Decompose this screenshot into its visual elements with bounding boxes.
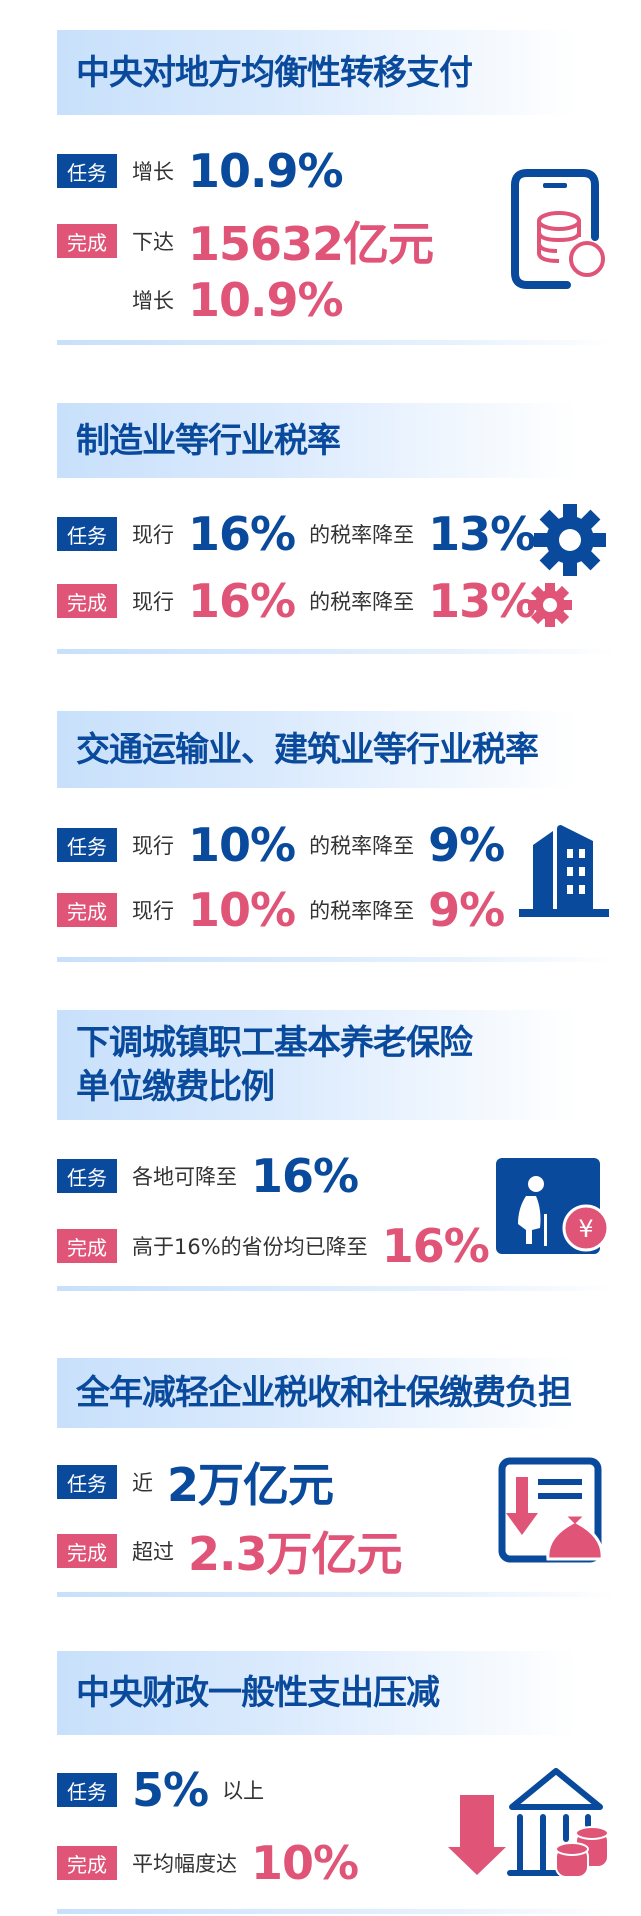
done-badge: 完成 <box>57 1229 117 1263</box>
task-value-2: 13% <box>428 507 536 561</box>
svg-text:¥: ¥ <box>578 1215 593 1243</box>
task-value-2: 9% <box>428 818 505 872</box>
done-value: 10% <box>251 1836 359 1890</box>
section-divider <box>57 649 617 654</box>
section-title: 下调城镇职工基本养老保险 <box>76 1023 473 1063</box>
task-label: 现行 <box>132 834 174 858</box>
task-value: 10.9% <box>188 144 344 198</box>
done-mid: 的税率降至 <box>309 590 415 614</box>
section-title-band: 交通运输业、建筑业等行业税率 <box>57 711 577 788</box>
done-value: 15632亿元 <box>188 217 434 271</box>
document-moneybag-icon <box>498 1457 604 1563</box>
done-label: 现行 <box>132 590 174 614</box>
section-divider <box>57 1909 617 1914</box>
done-mid: 的税率降至 <box>309 899 415 923</box>
done-label-2: 增长 <box>132 289 174 313</box>
task-row: 任务 5% 以上 <box>57 1763 278 1817</box>
task-after: 以上 <box>222 1779 265 1803</box>
done-value-2: 13% <box>428 574 536 628</box>
task-value: 5% <box>132 1763 209 1817</box>
done-row: 完成 下达 15632亿元 <box>57 216 447 271</box>
elderly-yuan-icon: ¥ <box>496 1158 610 1254</box>
task-mid: 的税率降至 <box>309 834 415 858</box>
done-value: 16% <box>381 1219 490 1273</box>
section-title-band: 中央财政一般性支出压减 <box>57 1651 577 1735</box>
task-badge: 任务 <box>57 154 117 188</box>
gears-icon <box>528 504 606 627</box>
section-title-band: 中央对地方均衡性转移支付 <box>57 30 577 115</box>
task-row: 任务 各地可降至 16% <box>57 1149 372 1203</box>
done-row-2: 增长 10.9% <box>57 273 357 327</box>
section-title: 全年减轻企业税收和社保缴费负担 <box>76 1373 572 1413</box>
section-title-band: 下调城镇职工基本养老保险 单位缴费比例 <box>57 1010 577 1120</box>
done-badge: 完成 <box>57 1846 117 1880</box>
done-label: 现行 <box>132 899 174 923</box>
task-row: 任务 近 2万亿元 <box>57 1457 347 1512</box>
task-value: 16% <box>188 507 296 561</box>
section-divider <box>57 957 617 962</box>
task-badge: 任务 <box>57 1465 117 1499</box>
done-badge: 完成 <box>57 893 117 927</box>
task-badge: 任务 <box>57 1159 117 1193</box>
done-label: 超过 <box>132 1540 174 1564</box>
done-row: 完成 超过 2.3万亿元 <box>57 1526 416 1581</box>
task-label: 各地可降至 <box>132 1165 237 1189</box>
task-row: 任务 现行 10% 的税率降至 9% <box>57 818 518 872</box>
section-title: 中央财政一般性支出压减 <box>76 1673 440 1713</box>
done-badge: 完成 <box>57 224 117 258</box>
done-row: 完成 高于16%的省份均已降至 16% <box>57 1219 503 1273</box>
done-label: 下达 <box>132 230 174 254</box>
done-row: 完成 现行 16% 的税率降至 13% <box>57 574 549 628</box>
section-title-band: 制造业等行业税率 <box>57 403 577 478</box>
task-value: 10% <box>188 818 296 872</box>
done-label: 平均幅度达 <box>132 1852 237 1876</box>
done-value: 2.3万亿元 <box>188 1527 402 1581</box>
section-divider <box>57 340 617 345</box>
section-title: 交通运输业、建筑业等行业税率 <box>76 729 539 770</box>
section-title-band: 全年减轻企业税收和社保缴费负担 <box>57 1358 577 1428</box>
building-icon <box>519 825 609 917</box>
task-label: 增长 <box>132 160 174 184</box>
task-row: 任务 现行 16% 的税率降至 13% <box>57 507 549 561</box>
done-badge: 完成 <box>57 584 117 618</box>
section-title: 中央对地方均衡性转移支付 <box>76 52 473 93</box>
task-value: 2万亿元 <box>167 1458 334 1512</box>
section-title-line-2: 单位缴费比例 <box>76 1067 275 1107</box>
task-value: 16% <box>251 1149 359 1203</box>
section-divider <box>57 1286 617 1291</box>
done-badge: 完成 <box>57 1534 117 1568</box>
done-value-2: 10.9% <box>188 273 344 327</box>
task-mid: 的税率降至 <box>309 523 415 547</box>
done-value-2: 9% <box>428 883 505 937</box>
task-row: 任务 增长 10.9% <box>57 144 357 198</box>
bank-down-arrow-icon <box>448 1768 609 1878</box>
phone-coins-icon <box>511 169 605 289</box>
section-title: 制造业等行业税率 <box>76 420 341 461</box>
task-label: 近 <box>132 1471 153 1495</box>
done-row: 完成 现行 10% 的税率降至 9% <box>57 883 518 937</box>
done-value: 10% <box>188 883 296 937</box>
task-badge: 任务 <box>57 828 117 862</box>
done-row: 完成 平均幅度达 10% <box>57 1836 372 1890</box>
done-value: 16% <box>188 574 296 628</box>
section-divider <box>57 1592 617 1597</box>
task-badge: 任务 <box>57 517 117 551</box>
done-label: 高于16%的省份均已降至 <box>132 1235 368 1259</box>
task-badge: 任务 <box>57 1773 117 1807</box>
task-label: 现行 <box>132 523 174 547</box>
